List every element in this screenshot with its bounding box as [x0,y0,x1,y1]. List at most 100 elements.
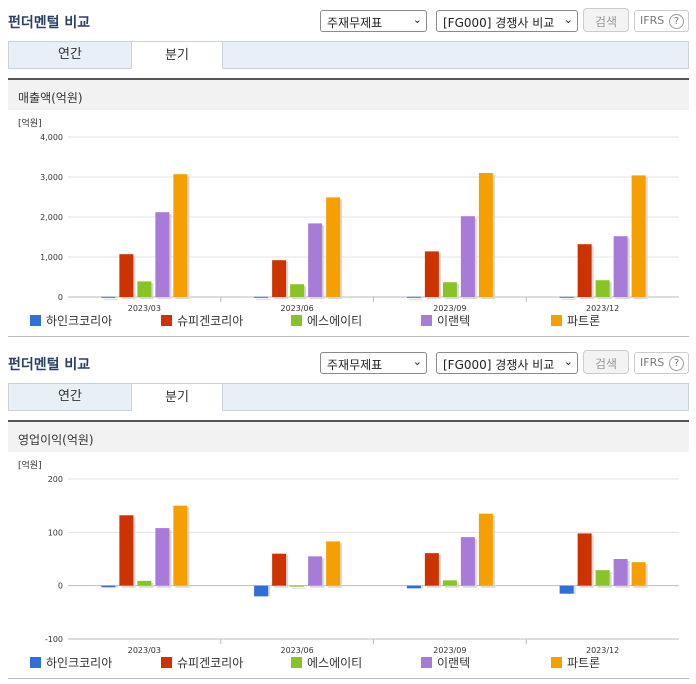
legend-label: 하인크코리아 [46,314,113,328]
bar[interactable] [290,585,305,587]
bar[interactable] [308,223,323,297]
help-icon[interactable]: ? [669,14,684,29]
bar[interactable] [254,296,269,298]
bar[interactable] [326,541,341,586]
legend-label: 슈피겐코리아 [177,656,244,670]
bar[interactable] [442,580,457,586]
peer-select-value: [FG000] 경쟁사 비교 [443,16,555,30]
period-tabs: 연간 분기 [8,41,689,69]
legend-label: 파트론 [567,314,601,328]
tab-annual[interactable]: 연간 [58,47,82,62]
legend-item[interactable]: 파트론 [551,654,600,671]
bar[interactable] [595,570,610,586]
bar[interactable] [460,216,475,297]
bar[interactable] [595,280,610,297]
bar[interactable] [577,244,592,297]
statement-select[interactable]: 주재무제표 ⌄ [320,352,427,374]
bar[interactable] [173,174,188,297]
bar[interactable] [613,236,628,297]
bar[interactable] [254,585,269,597]
bar[interactable] [406,296,421,298]
bar[interactable] [559,585,574,594]
legend-item[interactable]: 에스에이티 [291,654,362,671]
bar[interactable] [308,556,323,586]
legend-item[interactable]: 슈피겐코리아 [161,312,243,329]
bar[interactable] [577,533,592,586]
bar[interactable] [424,553,439,586]
tab-annual[interactable]: 연간 [58,389,82,404]
bar[interactable] [406,585,421,589]
section-header: 펀더멘털 비교 주재무제표 ⌄ [FG000] 경쟁사 비교 ⌄ 검색 IFRS… [0,342,696,380]
chart-legend: 하인크코리아 슈피겐코리아 에스에이티 이랜텍 파트론 [8,654,689,674]
bar[interactable] [119,515,134,586]
bar[interactable] [631,175,646,297]
bar[interactable] [155,528,170,586]
operating-profit-chart: [억원] -100 0 100 200 2023/03 2023/06 2023/09 2023… [18,459,679,654]
legend-label: 하인크코리아 [46,656,113,670]
bar-shadow [561,298,576,300]
legend-swatch [421,315,432,326]
legend-item[interactable]: 에스에이티 [291,312,362,329]
search-button[interactable]: 검색 [583,8,629,32]
legend-item[interactable]: 이랜텍 [421,654,470,671]
peer-select[interactable]: [FG000] 경쟁사 비교 ⌄ [436,352,578,374]
help-icon[interactable]: ? [669,356,684,371]
bar[interactable] [631,562,646,586]
tab-quarterly[interactable]: 분기 [131,383,223,411]
bar[interactable] [478,513,493,586]
legend-label: 슈피겐코리아 [177,314,244,328]
bar[interactable] [272,260,287,297]
bar[interactable] [101,585,116,588]
bar[interactable] [137,580,152,586]
section-header: 펀더멘털 비교 주재무제표 ⌄ [FG000] 경쟁사 비교 ⌄ 검색 IFRS… [0,0,696,38]
statement-select-value: 주재무제표 [327,358,383,372]
chevron-down-icon: ⌄ [563,13,573,26]
legend-swatch [291,315,302,326]
period-tabs: 연간 분기 [8,383,689,411]
ifrs-button[interactable]: IFRS ? [634,10,689,32]
y-tick-label: 100 [48,528,63,537]
peer-select[interactable]: [FG000] 경쟁사 비교 ⌄ [436,10,578,32]
bar[interactable] [272,553,287,586]
search-button[interactable]: 검색 [583,350,629,374]
y-tick-label: 200 [48,475,63,484]
bar[interactable] [559,296,574,298]
x-tick-label: 2023/06 [281,646,314,654]
bar[interactable] [173,505,188,586]
statement-select-value: 주재무제표 [327,16,383,30]
ifrs-button[interactable]: IFRS ? [634,352,689,374]
section-title: 펀더멘털 비교 [8,15,91,31]
metric-header: 매출액(억원) [8,78,689,110]
bar[interactable] [424,251,439,297]
divider [8,678,689,679]
bar[interactable] [290,284,305,297]
legend-label: 파트론 [567,656,601,670]
legend-label: 이랜텍 [437,314,471,328]
tab-quarterly[interactable]: 분기 [131,41,223,69]
legend-swatch [551,657,562,668]
legend-swatch [30,657,41,668]
x-tick-label: 2023/03 [128,304,161,312]
bar[interactable] [478,173,493,297]
bar[interactable] [460,537,475,586]
bar[interactable] [137,281,152,297]
legend-swatch [30,315,41,326]
bar-shadow [292,587,307,589]
chart-legend: 하인크코리아 슈피겐코리아 에스에이티 이랜텍 파트론 [8,312,689,332]
bar-shadow [408,298,423,300]
legend-item[interactable]: 하인크코리아 [30,312,112,329]
chevron-down-icon: ⌄ [563,355,573,368]
bar[interactable] [442,282,457,297]
bar[interactable] [326,197,341,297]
legend-item[interactable]: 하인크코리아 [30,654,112,671]
revenue-chart: [억원] 0 1,000 2,000 3,000 4,000 2023/03 2023/06 2… [18,117,679,312]
bar[interactable] [119,254,134,297]
bar[interactable] [101,296,116,298]
bar[interactable] [155,212,170,297]
y-tick-label: 0 [58,293,63,302]
legend-item[interactable]: 파트론 [551,312,600,329]
legend-item[interactable]: 슈피겐코리아 [161,654,243,671]
legend-item[interactable]: 이랜텍 [421,312,470,329]
bar[interactable] [613,559,628,586]
statement-select[interactable]: 주재무제표 ⌄ [320,10,427,32]
